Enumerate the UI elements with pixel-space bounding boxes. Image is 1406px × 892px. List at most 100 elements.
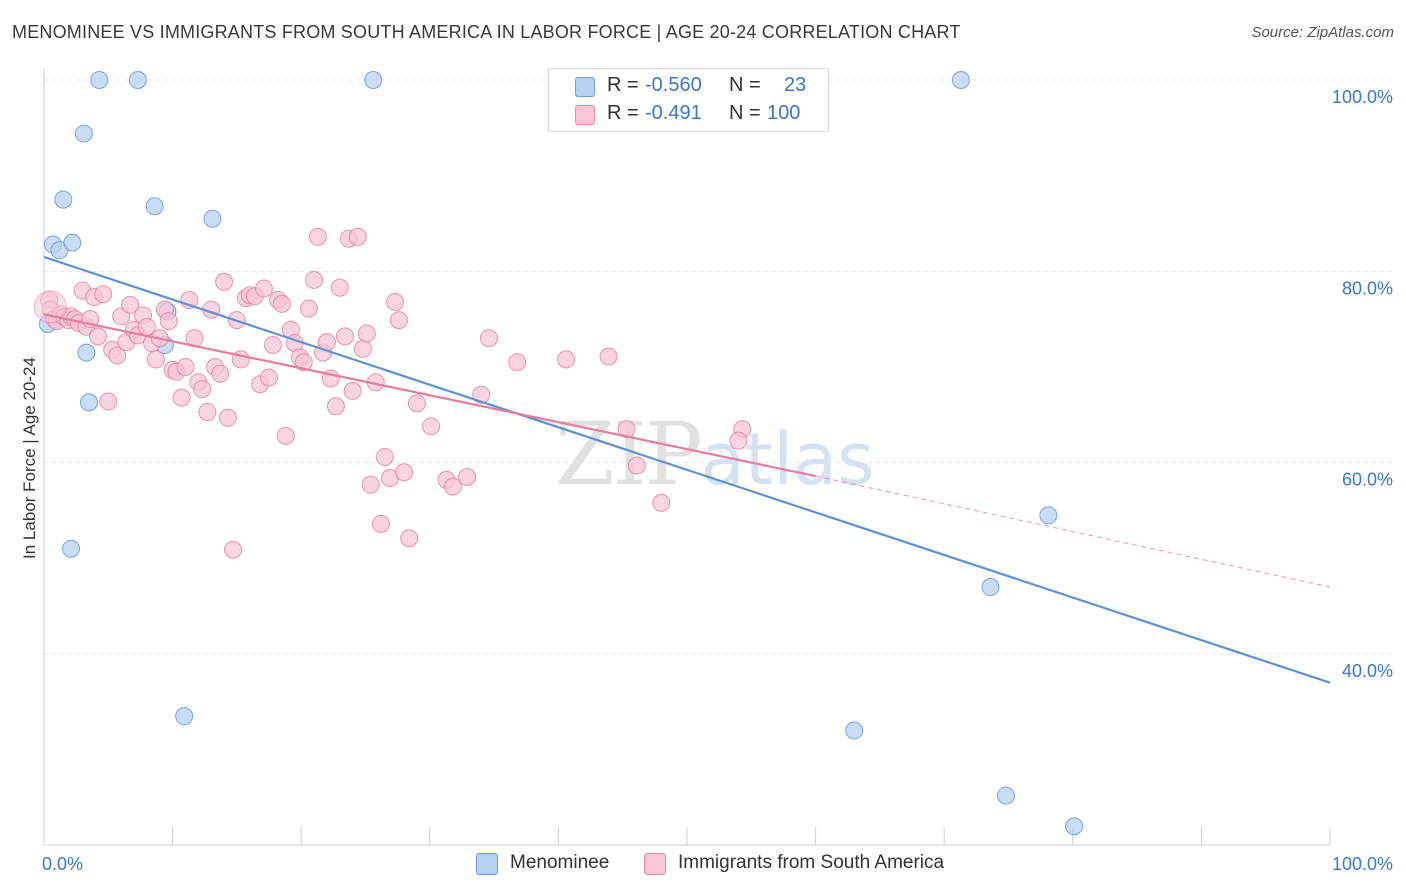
y-tick-label: 40.0% (1342, 661, 1393, 681)
immigrants-point (211, 364, 230, 383)
chart-source: Source: ZipAtlas.com (1251, 24, 1394, 41)
legend-n-label: N = (729, 74, 761, 96)
axis-labels: 40.0% 60.0% 80.0% 100.0% 0.0% 100.0% In Labor … (20, 87, 1393, 874)
immigrants-point (121, 295, 140, 314)
bottom-legend-swatch-immigrants (644, 853, 666, 875)
immigrants-point (159, 312, 178, 331)
immigrants-point (422, 417, 441, 436)
legend-r-value: -0.560 (645, 74, 702, 96)
immigrants-point (272, 294, 291, 313)
immigrants-point (276, 426, 295, 445)
immigrants-point (335, 327, 354, 346)
menominee-point (63, 233, 82, 252)
menominee-point (80, 393, 99, 412)
immigrants-point (305, 270, 324, 289)
legend-n-value: 100 (767, 102, 801, 124)
legend-row-menominee: R = -0.560 N = 23 (549, 71, 828, 101)
immigrants-point (389, 311, 408, 330)
immigrants-point (330, 278, 349, 297)
legend-r-label: R = (607, 102, 639, 124)
immigrants-point (472, 385, 491, 404)
menominee-point (203, 209, 222, 228)
immigrants-point (508, 353, 527, 372)
menominee-point (54, 190, 73, 209)
menominee-point (175, 707, 194, 726)
immigrants-point (371, 514, 390, 533)
legend-r-label: R = (607, 74, 639, 96)
immigrants-point (617, 420, 636, 439)
immigrants-point (260, 368, 279, 387)
y-tick-label: 60.0% (1342, 470, 1393, 490)
immigrants-point (443, 477, 462, 496)
immigrants-point (193, 380, 212, 399)
immigrants-point (407, 394, 426, 413)
menominee-point (951, 71, 970, 89)
immigrants-point (294, 353, 313, 372)
immigrants-point (348, 227, 367, 246)
grid-lines (44, 79, 1392, 655)
legend-row-immigrants: R = -0.491 N = 100 (549, 99, 828, 129)
immigrants-point (386, 292, 405, 311)
immigrants-point (33, 290, 67, 324)
immigrants-point (479, 329, 498, 348)
legend-swatch-immigrants (575, 105, 595, 125)
immigrants-point (375, 447, 394, 466)
immigrants-point (361, 475, 380, 494)
legend-n-label: N = (729, 102, 761, 124)
immigrants-point (176, 358, 195, 376)
immigrants-point (99, 392, 118, 411)
axes (43, 68, 1331, 846)
legend-r-value: -0.491 (645, 102, 702, 124)
y-tick-label: 100.0% (1332, 87, 1393, 107)
immigrants-point (458, 468, 477, 487)
bottom-legend-swatch-menominee (476, 853, 498, 875)
x-tick-label: 100.0% (1332, 854, 1393, 874)
chart-title: MENOMINEE VS IMMIGRANTS FROM SOUTH AMERI… (12, 22, 961, 42)
immigrants-point (395, 463, 414, 482)
menominee-point (1065, 817, 1084, 836)
immigrants-point (94, 285, 113, 304)
immigrants-point (599, 347, 618, 366)
data-points (33, 71, 1084, 836)
immigrants-point (353, 339, 372, 358)
menominee-point (145, 197, 164, 216)
legend-swatch-menominee (575, 77, 595, 97)
immigrants-point (146, 350, 165, 369)
menominee-trend-line (43, 255, 1331, 684)
immigrants-point (299, 299, 318, 318)
immigrants-point (224, 540, 243, 559)
menominee-point (364, 71, 383, 89)
menominee-point (981, 578, 1000, 597)
immigrants-point (652, 493, 671, 512)
correlation-legend: R = -0.560 N = 23 R = -0.491 N = 100 (548, 68, 829, 132)
immigrants-point (218, 408, 237, 427)
bottom-legend-label-menominee: Menominee (510, 852, 610, 873)
menominee-point (74, 124, 93, 143)
immigrants-point (263, 335, 282, 354)
menominee-point (77, 343, 96, 362)
menominee-point (62, 539, 81, 558)
immigrants-point (627, 456, 646, 475)
immigrants-point (215, 272, 234, 291)
immigrants-point (557, 350, 576, 369)
immigrants-point (108, 346, 127, 365)
menominee-point (845, 721, 864, 740)
immigrants-point (254, 279, 273, 298)
immigrants-point (729, 431, 748, 450)
immigrants-point (343, 381, 362, 400)
menominee-point (996, 786, 1015, 805)
immigrants-point (198, 402, 217, 421)
immigrants-trend-extension (815, 475, 1331, 588)
bottom-legend-label-immigrants: Immigrants from South America (678, 852, 945, 873)
immigrants-point (172, 388, 191, 407)
immigrants-point (357, 324, 376, 343)
menominee-point (128, 71, 147, 89)
immigrants-point (308, 227, 327, 246)
y-tick-label: 80.0% (1342, 278, 1393, 298)
trend-lines (43, 255, 1331, 684)
legend-n-value: 23 (784, 74, 807, 96)
menominee-point (90, 71, 109, 89)
menominee-point (1039, 506, 1058, 525)
immigrants-point (400, 529, 419, 548)
